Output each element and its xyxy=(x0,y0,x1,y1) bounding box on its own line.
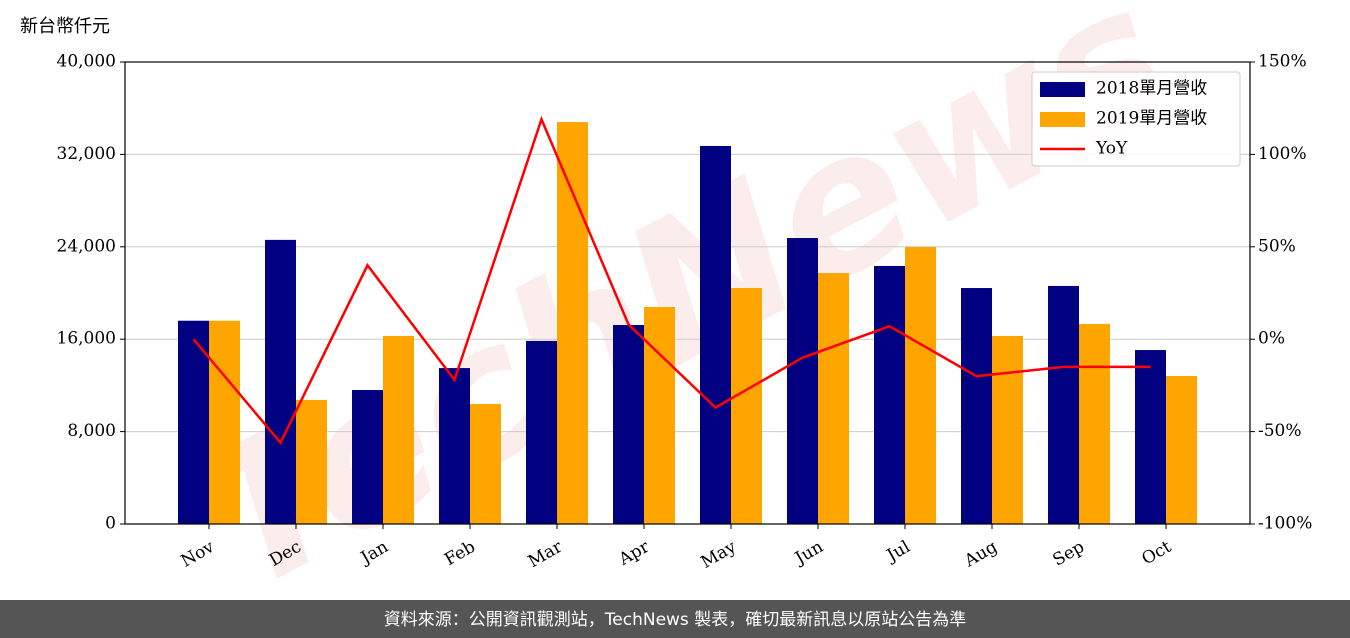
x-tick-label: Sep xyxy=(1050,537,1088,571)
x-tick-label: Nov xyxy=(178,537,218,572)
y2-tick-label: 50% xyxy=(1258,236,1296,256)
x-tick-label: Feb xyxy=(441,537,479,570)
x-tick-label: Jun xyxy=(790,537,827,570)
bar xyxy=(644,306,675,524)
bar xyxy=(470,403,501,524)
bar xyxy=(296,399,327,524)
y-tick-label: 24,000 xyxy=(57,236,116,256)
bar xyxy=(383,335,414,524)
bar xyxy=(265,239,296,524)
bar xyxy=(1079,323,1110,524)
y2-tick-label: 100% xyxy=(1258,144,1307,164)
bar xyxy=(874,265,905,524)
bar xyxy=(1166,376,1197,524)
legend-swatch xyxy=(1040,82,1085,97)
legend-swatch xyxy=(1040,112,1085,127)
x-tick-label: Jul xyxy=(882,537,914,567)
y-tick-label: 16,000 xyxy=(57,329,116,349)
y-tick-label: 8,000 xyxy=(67,421,116,441)
bar xyxy=(439,368,470,524)
bar xyxy=(818,273,849,524)
bar xyxy=(557,122,588,524)
bar xyxy=(905,247,936,524)
y2-tick-label: -100% xyxy=(1258,514,1312,534)
x-tick-label: Oct xyxy=(1139,537,1175,570)
x-tick-label: May xyxy=(698,537,741,573)
bar xyxy=(209,320,240,524)
legend-label: 2019單月營收 xyxy=(1096,109,1207,129)
bar xyxy=(352,390,383,524)
line xyxy=(192,115,1151,445)
x-tick-label: Mar xyxy=(525,536,567,572)
y-tick-label: 32,000 xyxy=(57,144,116,164)
y2-tick-label: 150% xyxy=(1258,52,1307,72)
bar xyxy=(700,145,731,524)
bar xyxy=(961,288,992,524)
footer-bar xyxy=(0,600,1350,638)
y2-tick-label: -50% xyxy=(1258,421,1302,441)
bar xyxy=(526,340,557,524)
legend-label: YoY xyxy=(1095,139,1128,159)
bar xyxy=(1135,350,1166,524)
x-tick-label: Apr xyxy=(615,536,654,570)
y-axis-label: 新台幣仟元 xyxy=(20,16,110,37)
plot-frame xyxy=(124,61,1251,525)
footer: 資料來源：公開資訊觀測站，TechNews 製表，確切最新訊息以原站公告為準 xyxy=(384,610,966,630)
bar xyxy=(731,288,762,524)
bar xyxy=(613,324,644,524)
bar xyxy=(1048,285,1079,524)
bar xyxy=(992,335,1023,524)
y-tick-label: 40,000 xyxy=(57,52,116,72)
y-tick-label: 0 xyxy=(105,514,116,534)
bar xyxy=(178,320,209,524)
y2-tick-label: 0% xyxy=(1258,329,1285,349)
legend-label: 2018單月營收 xyxy=(1096,79,1207,99)
x-tick-label: Aug xyxy=(960,537,1001,572)
bar xyxy=(787,238,818,524)
